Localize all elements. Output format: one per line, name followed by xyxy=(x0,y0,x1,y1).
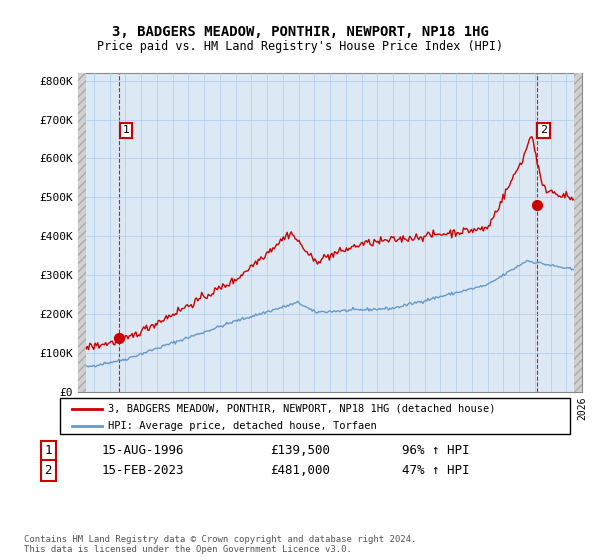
Text: 47% ↑ HPI: 47% ↑ HPI xyxy=(402,464,470,477)
Text: 3, BADGERS MEADOW, PONTHIR, NEWPORT, NP18 1HG (detached house): 3, BADGERS MEADOW, PONTHIR, NEWPORT, NP1… xyxy=(108,404,496,414)
Point xyxy=(532,200,542,209)
Text: Price paid vs. HM Land Registry's House Price Index (HPI): Price paid vs. HM Land Registry's House … xyxy=(97,40,503,53)
Text: 2: 2 xyxy=(540,125,547,136)
Text: 1: 1 xyxy=(122,125,130,136)
Text: £139,500: £139,500 xyxy=(270,444,330,458)
Bar xyxy=(574,73,590,392)
Text: £481,000: £481,000 xyxy=(270,464,330,477)
Point xyxy=(115,333,124,342)
Text: 2: 2 xyxy=(44,464,52,477)
Text: 1: 1 xyxy=(44,444,52,458)
Text: 96% ↑ HPI: 96% ↑ HPI xyxy=(402,444,470,458)
Text: 15-FEB-2023: 15-FEB-2023 xyxy=(102,464,185,477)
Text: 3, BADGERS MEADOW, PONTHIR, NEWPORT, NP18 1HG: 3, BADGERS MEADOW, PONTHIR, NEWPORT, NP1… xyxy=(112,25,488,39)
Bar xyxy=(78,73,86,392)
Text: Contains HM Land Registry data © Crown copyright and database right 2024.
This d: Contains HM Land Registry data © Crown c… xyxy=(24,535,416,554)
Text: HPI: Average price, detached house, Torfaen: HPI: Average price, detached house, Torf… xyxy=(108,421,377,431)
Text: 15-AUG-1996: 15-AUG-1996 xyxy=(102,444,185,458)
